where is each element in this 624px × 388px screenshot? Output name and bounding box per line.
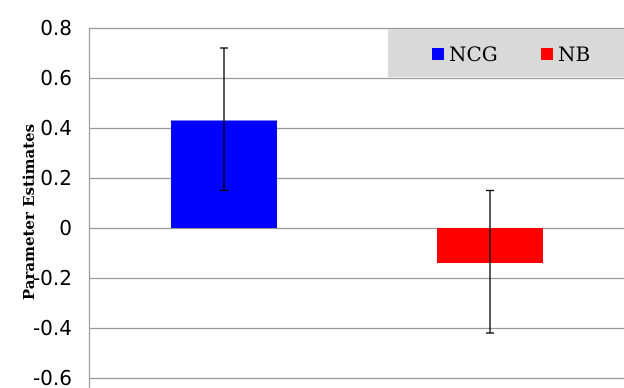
error-bars [220, 47, 494, 334]
gridlines [89, 27, 624, 380]
y-axis-ticks: -0.6 -0.4 -0.2 0 0.2 0.4 0.6 0.8 [33, 16, 72, 388]
legend-label-ncg: NCG [449, 42, 498, 66]
y-axis-label: Parameter Estimates [20, 124, 38, 300]
y-tick-label: 0.2 [40, 166, 72, 190]
y-tick-label: -0.6 [33, 366, 72, 388]
legend-swatch-ncg [432, 48, 444, 60]
y-tick-label: -0.4 [33, 316, 72, 340]
y-tick-label: 0.4 [40, 116, 72, 140]
y-tick-label: 0.8 [40, 16, 72, 40]
legend-swatch-nb [541, 48, 553, 60]
bars [171, 120, 543, 263]
y-tick-label: 0 [59, 216, 72, 240]
y-tick-label: 0.6 [40, 66, 72, 90]
legend: NCG NB [388, 29, 624, 77]
y-tick-label: -0.2 [33, 266, 72, 290]
legend-background [388, 29, 624, 77]
legend-label-nb: NB [558, 42, 590, 66]
